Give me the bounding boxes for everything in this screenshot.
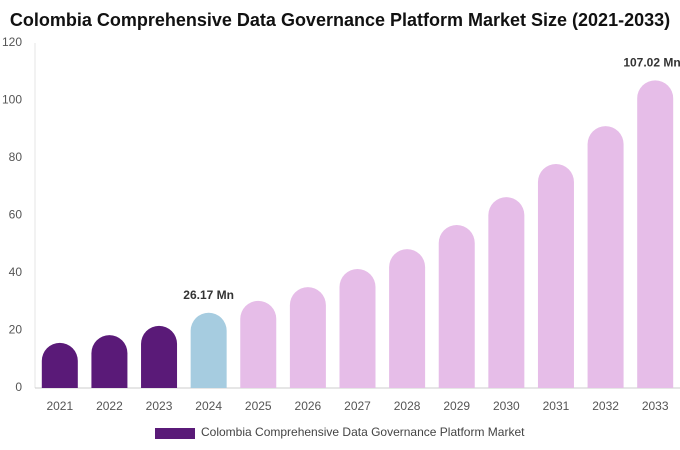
x-tick-label: 2032: [592, 399, 619, 413]
bar: [91, 335, 128, 388]
bar: [637, 80, 674, 388]
bar: [438, 224, 475, 388]
x-tick-label: 2023: [146, 399, 173, 413]
x-tick-label: 2027: [344, 399, 371, 413]
x-tick-label: 2033: [642, 399, 669, 413]
bar: [41, 342, 78, 388]
y-tick-label: 0: [15, 380, 22, 394]
value-label: 26.17 Mn: [183, 288, 234, 302]
x-tick-label: 2025: [245, 399, 272, 413]
y-tick-label: 40: [9, 265, 23, 279]
bar: [587, 126, 624, 388]
value-label: 107.02 Mn: [623, 55, 680, 69]
y-tick-label: 20: [9, 323, 23, 337]
x-tick-label: 2031: [543, 399, 570, 413]
bar: [537, 164, 574, 388]
x-tick-label: 2029: [443, 399, 470, 413]
x-tick-label: 2026: [295, 399, 322, 413]
y-tick-label: 60: [9, 208, 23, 222]
x-tick-label: 2028: [394, 399, 421, 413]
x-tick-label: 2021: [46, 399, 73, 413]
chart-title: Colombia Comprehensive Data Governance P…: [10, 10, 670, 30]
bar: [488, 197, 525, 388]
bar: [339, 268, 376, 388]
x-tick-label: 2030: [493, 399, 520, 413]
bar: [190, 312, 227, 388]
x-tick-label: 2022: [96, 399, 123, 413]
bar: [240, 300, 277, 388]
y-tick-label: 120: [2, 35, 22, 49]
bar: [289, 287, 326, 388]
x-tick-label: 2024: [195, 399, 222, 413]
legend-swatch: [155, 428, 195, 439]
bar: [141, 325, 178, 388]
bar: [389, 249, 426, 388]
legend-label: Colombia Comprehensive Data Governance P…: [201, 425, 525, 439]
y-tick-label: 80: [9, 150, 23, 164]
y-tick-label: 100: [2, 93, 22, 107]
